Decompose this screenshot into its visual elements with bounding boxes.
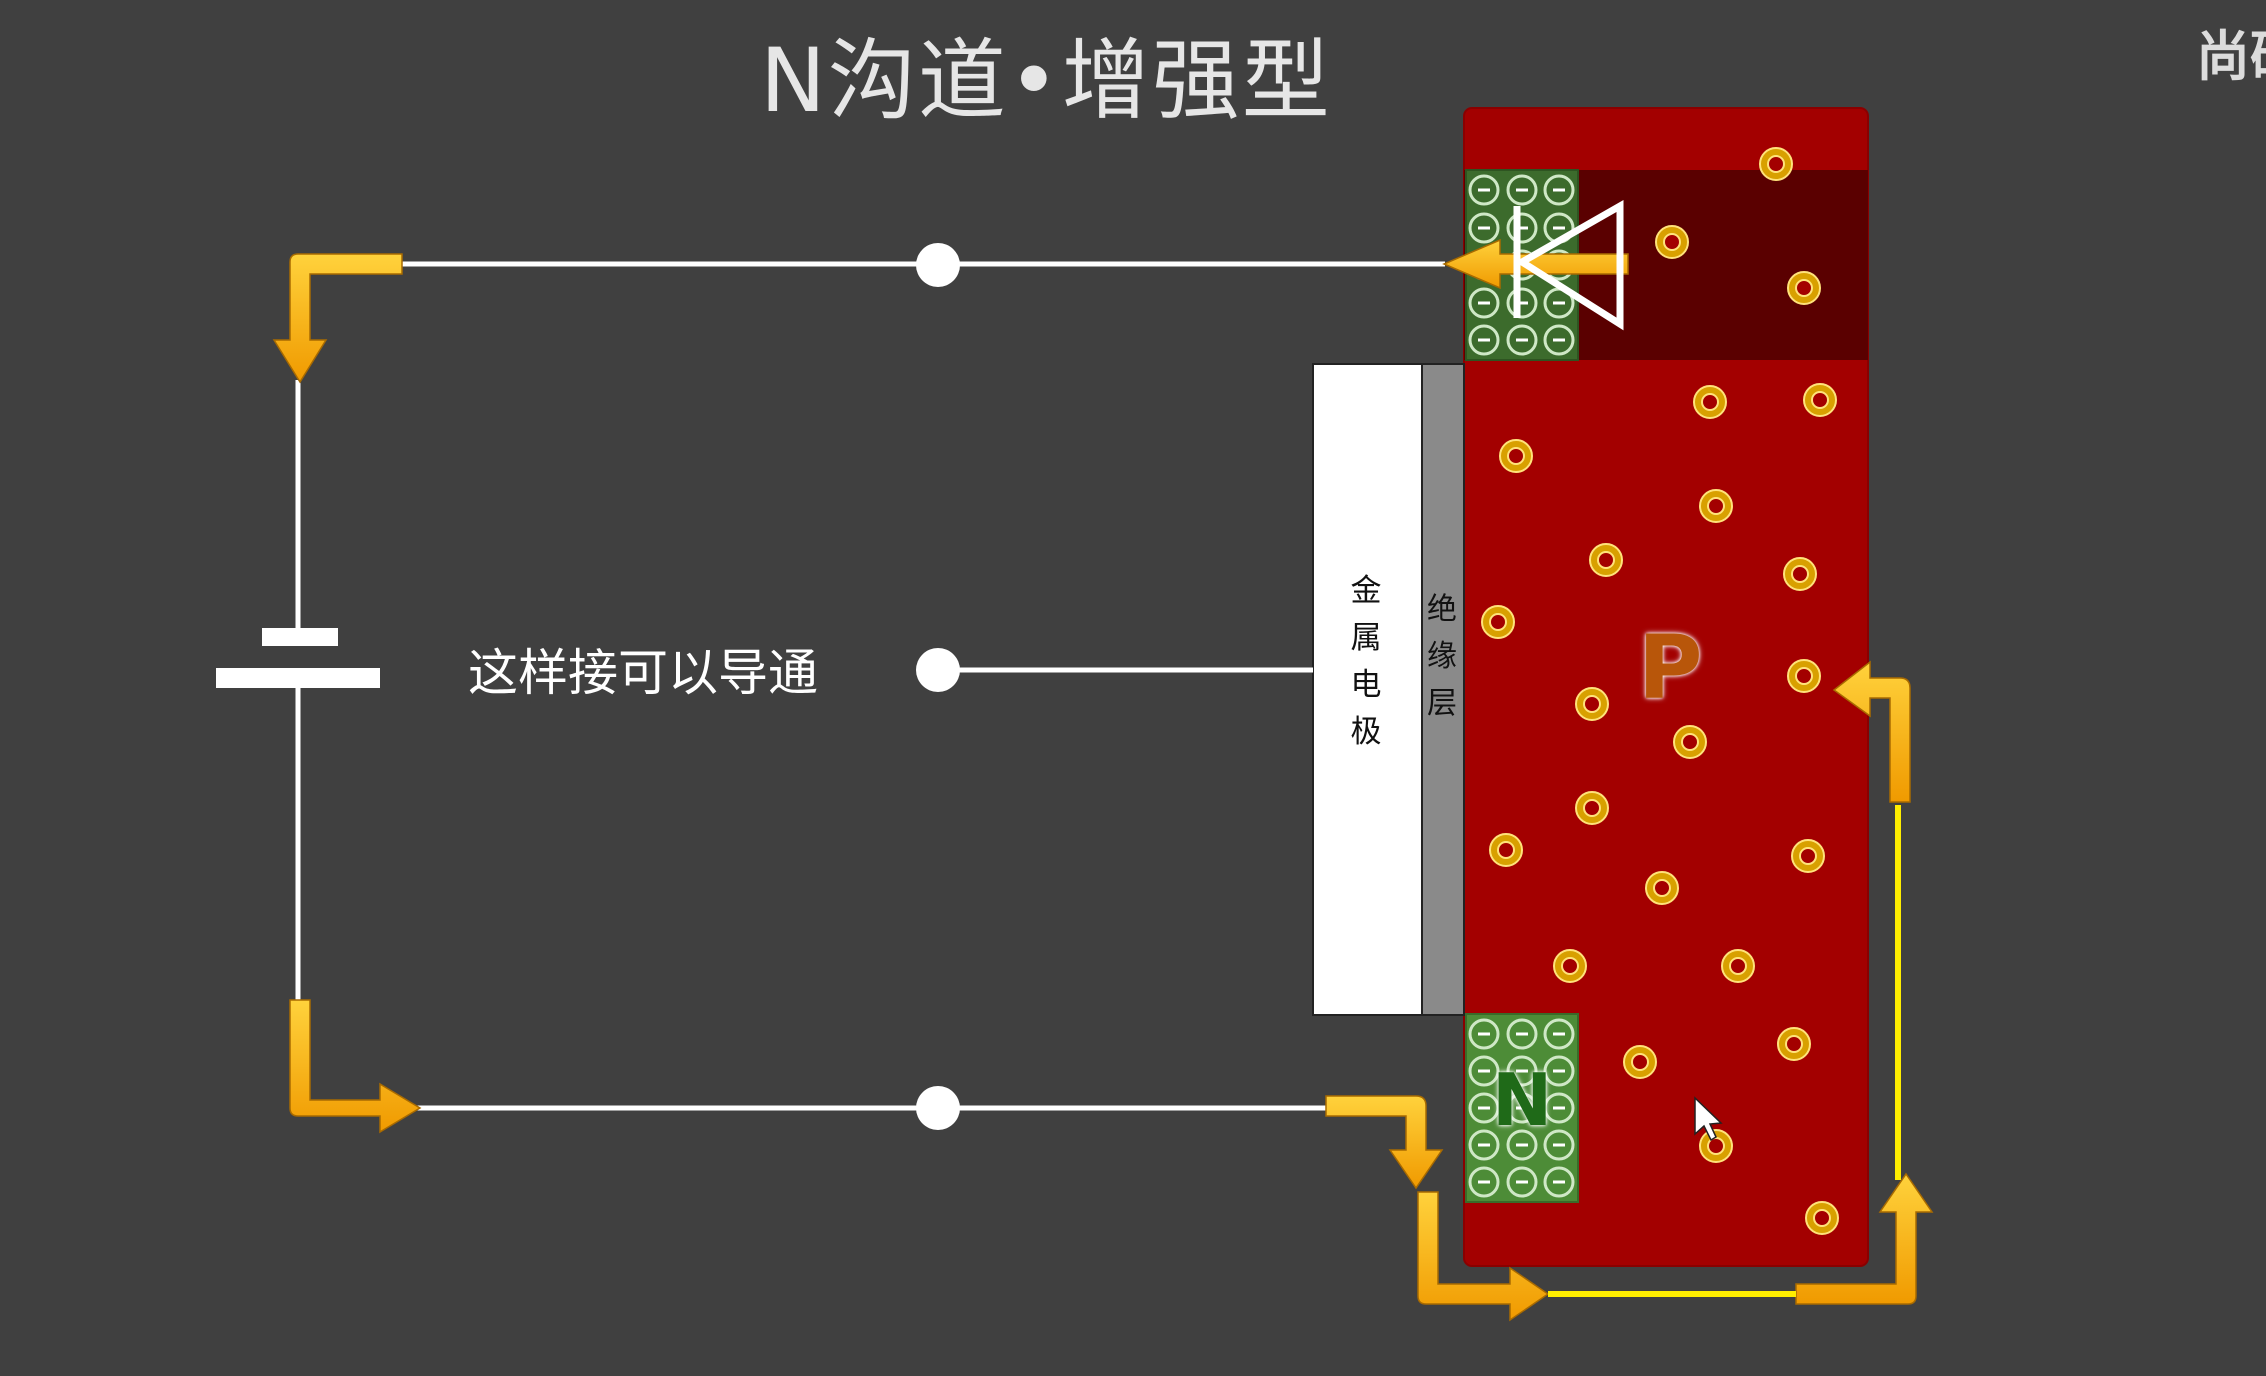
hole — [1575, 791, 1609, 825]
current-arrow-bottom-corner — [1417, 1191, 1550, 1322]
source-terminal-node — [916, 1086, 960, 1130]
hole — [1783, 557, 1817, 591]
electron — [1543, 324, 1575, 356]
hole — [1803, 383, 1837, 417]
hole — [1759, 147, 1793, 181]
hole — [1645, 871, 1679, 905]
n-region-label: N — [1492, 1058, 1553, 1142]
gate-electrode-label: 金属电极 — [1350, 573, 1382, 750]
hole — [1721, 949, 1755, 983]
battery-symbol — [216, 628, 380, 688]
symbol-triangle-icon — [1513, 199, 1624, 331]
electron — [1506, 1166, 1538, 1198]
electron — [1506, 174, 1538, 206]
hole — [1673, 725, 1707, 759]
page-title: N沟道•增强型 — [760, 29, 1332, 132]
electron — [1543, 1018, 1575, 1050]
hole — [1499, 439, 1533, 473]
electron — [1506, 1018, 1538, 1050]
electron — [1543, 1092, 1575, 1124]
hole — [1693, 385, 1727, 419]
hole — [1655, 225, 1689, 259]
electron — [1468, 1055, 1500, 1087]
electron — [1506, 324, 1538, 356]
hole — [1699, 489, 1733, 523]
electron — [1468, 1092, 1500, 1124]
hole — [1777, 1027, 1811, 1061]
current-arrow-right-upper — [1832, 660, 1911, 803]
electron — [1543, 174, 1575, 206]
hole — [1553, 949, 1587, 983]
return-path — [1548, 805, 1901, 1297]
electron — [1506, 1129, 1538, 1161]
mouse-cursor-icon — [1694, 1096, 1723, 1142]
electron — [1468, 212, 1500, 244]
electron — [1543, 1166, 1575, 1198]
hole — [1791, 839, 1825, 873]
hole — [1787, 659, 1821, 693]
gate-terminal-node — [916, 648, 960, 692]
watermark-text: 尚硅 — [2196, 25, 2266, 88]
caption-text: 这样接可以导通 — [468, 644, 818, 702]
hole — [1589, 543, 1623, 577]
gate-metal-electrode — [1312, 363, 1423, 1016]
current-arrows — [272, 238, 1934, 1322]
hole — [1787, 271, 1821, 305]
electron — [1506, 1055, 1538, 1087]
drain-terminal-node — [916, 243, 960, 287]
hole-carriers — [1481, 147, 1839, 1235]
electron — [1543, 1129, 1575, 1161]
current-arrow-bottomright — [1795, 1172, 1934, 1305]
hole — [1805, 1201, 1839, 1235]
hole — [1481, 605, 1515, 639]
insulating-layer — [1421, 363, 1465, 1016]
electron — [1468, 1018, 1500, 1050]
hole — [1575, 687, 1609, 721]
current-arrow-drain-exit — [1442, 238, 1629, 290]
electron — [1506, 1092, 1538, 1124]
electron-grid — [1468, 174, 1575, 1198]
current-arrow-source-entry — [1325, 1095, 1444, 1190]
electron — [1543, 1055, 1575, 1087]
electron — [1468, 324, 1500, 356]
insulating-layer-label: 绝缘层 — [1427, 592, 1457, 721]
electron — [1468, 174, 1500, 206]
hole — [1489, 833, 1523, 867]
hole — [1699, 1129, 1733, 1163]
electron — [1468, 1129, 1500, 1161]
current-arrow-bottomleft — [289, 999, 422, 1134]
current-arrow-topleft — [272, 253, 403, 384]
p-substrate-label: P — [1638, 616, 1703, 719]
hole — [1623, 1045, 1657, 1079]
electron — [1468, 287, 1500, 319]
electron — [1468, 1166, 1500, 1198]
